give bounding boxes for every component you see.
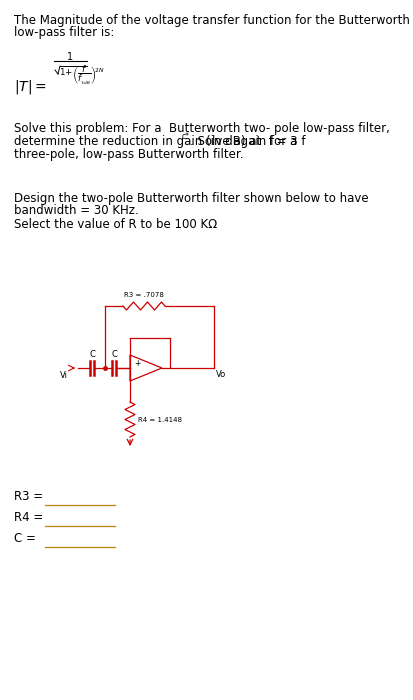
Text: $1\!+\!\left(\dfrac{f}{f_{_{3dB}}}\right)^{\!2N}$: $1\!+\!\left(\dfrac{f}{f_{_{3dB}}}\right… [59, 64, 105, 88]
Text: 1: 1 [67, 52, 73, 62]
Text: +: + [134, 360, 140, 368]
Text: bandwidth = 30 KHz.: bandwidth = 30 KHz. [14, 204, 138, 217]
Text: low-pass filter is:: low-pass filter is: [14, 26, 114, 39]
Text: The Magnitude of the voltage transfer function for the Butterworth: The Magnitude of the voltage transfer fu… [14, 14, 409, 27]
Text: three-pole, low-pass Butterworth filter.: three-pole, low-pass Butterworth filter. [14, 148, 243, 161]
Text: R3 = .7078: R3 = .7078 [124, 292, 164, 298]
Text: R3 =: R3 = [14, 490, 43, 503]
Text: C: C [89, 350, 95, 359]
Text: Vo: Vo [216, 370, 225, 379]
Text: determine the reduction in gain (in dB) at  f = 3 f: determine the reduction in gain (in dB) … [14, 135, 305, 148]
Text: C: C [111, 350, 116, 359]
Text: $|T|=$: $|T|=$ [14, 78, 47, 96]
Text: Design the two-pole Butterworth filter shown below to have: Design the two-pole Butterworth filter s… [14, 192, 368, 205]
Text: Select the value of R to be 100 KΩ: Select the value of R to be 100 KΩ [14, 218, 217, 231]
Text: R4 =: R4 = [14, 511, 43, 524]
Text: C =: C = [14, 532, 36, 545]
Text: Solve this problem: For a  Butterworth two- pole low-pass filter,: Solve this problem: For a Butterworth tw… [14, 122, 389, 135]
Text: . Solve again for a: . Solve again for a [190, 135, 297, 148]
Text: c*: c* [182, 132, 190, 141]
Text: R4 = 1.4148: R4 = 1.4148 [138, 417, 182, 423]
Text: Vi: Vi [60, 371, 68, 380]
